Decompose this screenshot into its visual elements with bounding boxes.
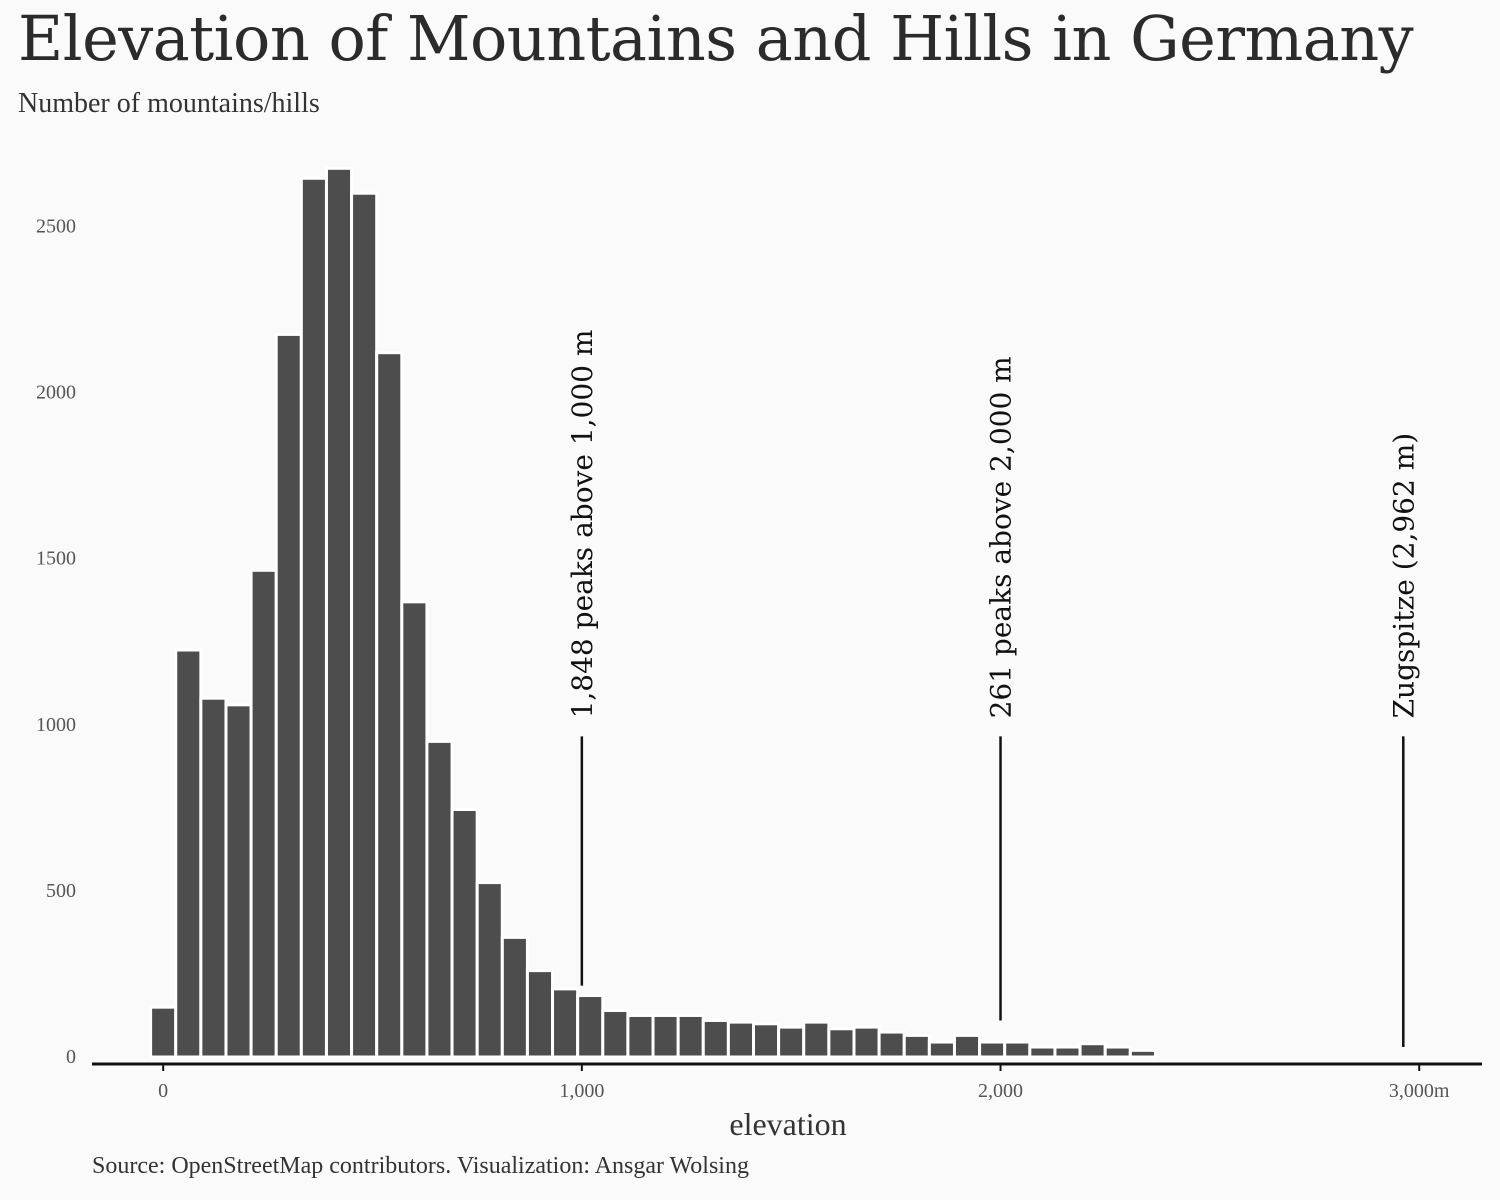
- histogram-bar: [676, 1013, 705, 1059]
- y-tick-label: 500: [46, 880, 76, 902]
- histogram-bar: [902, 1033, 931, 1059]
- histogram-bar: [375, 351, 404, 1059]
- bars-group: [149, 166, 1157, 1059]
- y-axis-ticks: 0 500 1000 1500 2000 2500: [36, 215, 76, 1068]
- histogram-bar: [1078, 1042, 1107, 1059]
- histogram-bar: [199, 696, 228, 1059]
- histogram-bar: [400, 600, 429, 1059]
- histogram-bar: [852, 1025, 881, 1059]
- histogram-bar: [802, 1020, 831, 1059]
- histogram-bar: [1053, 1045, 1082, 1059]
- histogram-bar: [978, 1040, 1007, 1059]
- chart-subtitle: Number of mountains/hills: [18, 88, 320, 119]
- histogram-bar: [1128, 1048, 1157, 1059]
- histogram-bar: [576, 994, 605, 1059]
- histogram-bar: [701, 1018, 730, 1059]
- histogram-bar: [1103, 1045, 1132, 1059]
- histogram-bar: [726, 1020, 756, 1059]
- y-tick-label: 1000: [36, 714, 76, 736]
- annotations-group: 1,848 peaks above 1,000 m 261 peaks above…: [566, 330, 1420, 1048]
- annotation-label: 261 peaks above 2,000 m: [985, 356, 1018, 718]
- histogram-bar: [626, 1013, 655, 1059]
- source-caption: Source: OpenStreetMap contributors. Visu…: [92, 1153, 749, 1179]
- y-tick-label: 1500: [36, 548, 76, 570]
- histogram-bar: [601, 1008, 630, 1059]
- histogram-bar: [1003, 1040, 1032, 1059]
- x-axis-ticks: 0 1,000 2,000 3,000m: [158, 1064, 1450, 1102]
- histogram-bar: [324, 166, 354, 1059]
- y-tick-label: 2500: [36, 215, 76, 237]
- chart-title: Elevation of Mountains and Hills in Germ…: [18, 2, 1414, 75]
- annotation-label: 1,848 peaks above 1,000 m: [566, 330, 599, 719]
- annotation-label: Zugspitze (2,962 m): [1387, 433, 1420, 719]
- histogram-bar: [350, 191, 379, 1059]
- histogram-bar: [651, 1013, 680, 1059]
- histogram-bar: [752, 1022, 781, 1059]
- histogram-bar: [249, 568, 278, 1059]
- histogram-bar: [224, 703, 253, 1059]
- histogram-bar: [299, 176, 328, 1059]
- x-axis-title: elevation: [729, 1106, 846, 1142]
- histogram-bar: [877, 1030, 906, 1059]
- histogram-bar: [827, 1027, 856, 1059]
- x-tick-label: 1,000: [559, 1080, 604, 1102]
- histogram-bar: [425, 739, 454, 1059]
- x-tick-label: 2,000: [978, 1080, 1023, 1102]
- histogram-bar: [525, 969, 555, 1059]
- x-tick-label: 0: [158, 1080, 168, 1102]
- histogram-bar: [500, 935, 529, 1059]
- histogram-bar: [1028, 1045, 1057, 1059]
- histogram-bar: [927, 1040, 956, 1059]
- histogram-bar: [274, 332, 303, 1059]
- histogram-bar: [475, 881, 504, 1059]
- x-tick-label: 3,000m: [1389, 1080, 1450, 1102]
- histogram-bar: [149, 1005, 178, 1059]
- y-tick-label: 0: [66, 1046, 76, 1068]
- histogram-bar: [450, 807, 479, 1059]
- histogram-bar: [952, 1033, 982, 1059]
- histogram-bar: [551, 987, 580, 1059]
- histogram-bar: [174, 648, 203, 1059]
- y-tick-label: 2000: [36, 382, 76, 404]
- histogram-bar: [777, 1025, 806, 1059]
